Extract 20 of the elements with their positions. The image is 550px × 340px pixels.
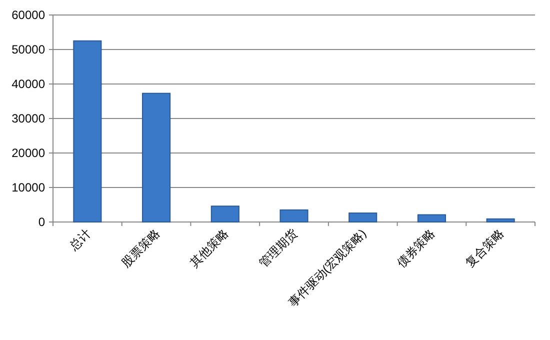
- x-tick-label: 复合策略: [462, 226, 507, 270]
- x-tick-label: 债券策略: [394, 226, 438, 270]
- bar: [210, 206, 240, 222]
- x-tick-label: 其他策略: [187, 226, 232, 270]
- x-tick-label: 总计: [66, 226, 94, 254]
- x-tick-label: 管理期货: [256, 226, 300, 270]
- bar: [280, 209, 308, 222]
- y-tick-label: 60000: [12, 8, 46, 22]
- bar: [142, 92, 171, 222]
- y-tick-label: 50000: [12, 42, 46, 56]
- y-tick-label: 20000: [12, 146, 46, 160]
- y-tick-label: 10000: [12, 180, 46, 194]
- bar: [348, 212, 378, 222]
- y-tick-label: 30000: [12, 112, 46, 126]
- bar: [486, 218, 515, 222]
- y-tick-label: 0: [38, 215, 46, 229]
- bar: [73, 40, 102, 222]
- y-tick-label: 40000: [12, 77, 46, 91]
- x-tick-label: 股票策略: [118, 226, 162, 270]
- bar: [417, 214, 446, 222]
